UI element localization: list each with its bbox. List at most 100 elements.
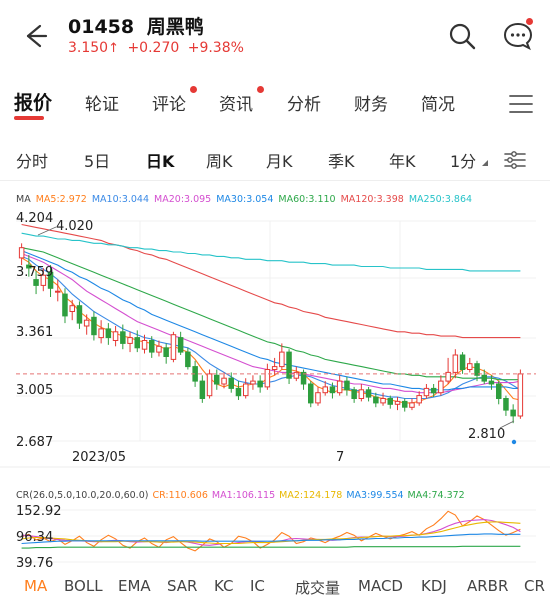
notification-dot bbox=[526, 18, 533, 25]
indicator-tab-ic[interactable]: IC bbox=[250, 577, 265, 595]
indicator-tab-kdj[interactable]: KDJ bbox=[421, 577, 447, 595]
high-price-label: 4.020 bbox=[56, 219, 93, 234]
ma-legend-ma250: MA250:3.864 bbox=[408, 194, 473, 205]
last-price: 3.150 bbox=[68, 40, 109, 56]
period-tab-1min[interactable]: 1分 bbox=[450, 148, 489, 172]
tab-comments[interactable]: 评论 bbox=[152, 95, 186, 115]
candle-down bbox=[474, 363, 480, 376]
candle-down bbox=[481, 374, 487, 382]
candle-up bbox=[394, 400, 401, 405]
candle-up bbox=[293, 371, 300, 379]
candle-down bbox=[257, 380, 263, 388]
indicator-tab-volume[interactable]: 成交量 bbox=[295, 579, 341, 597]
candle-up bbox=[336, 380, 343, 394]
candle-down bbox=[163, 347, 169, 358]
period-tab-weekly[interactable]: 周K bbox=[206, 152, 233, 171]
price-axis: 4.204 3.759 3.361 3.005 2.687 bbox=[16, 211, 53, 450]
tab-profile[interactable]: 简况 bbox=[421, 95, 455, 115]
price-line: 3.150↑ +0.270 +9.38% bbox=[68, 40, 248, 56]
cr-legend-title: CR(26.0,5.0,10.0,20.0,60.0) bbox=[16, 490, 149, 501]
dropdown-triangle-icon bbox=[482, 159, 489, 166]
indicator-tab-cr[interactable]: CR bbox=[524, 577, 545, 595]
indicator-tab-sar[interactable]: SAR bbox=[167, 577, 198, 595]
indicator-tab-ema[interactable]: EMA bbox=[118, 577, 151, 595]
ma-legend-ma30: MA30:3.054 bbox=[216, 194, 274, 205]
period-tab-intraday[interactable]: 分时 bbox=[16, 152, 49, 171]
candle-up bbox=[243, 383, 249, 397]
candle-up bbox=[358, 389, 365, 400]
candle-up bbox=[416, 395, 422, 404]
tab-warrants[interactable]: 轮证 bbox=[85, 95, 119, 115]
news-dot bbox=[257, 86, 264, 93]
indicator-tab-macd[interactable]: MACD bbox=[358, 577, 403, 595]
candle-up bbox=[279, 351, 285, 368]
candle-up bbox=[170, 334, 177, 360]
candle-down bbox=[286, 351, 292, 379]
candle-up bbox=[141, 340, 148, 350]
candle-up bbox=[98, 328, 104, 339]
chart-settings-icon[interactable] bbox=[502, 148, 528, 172]
candle-up bbox=[322, 386, 328, 394]
candle-up bbox=[40, 274, 47, 286]
candle-up bbox=[156, 345, 162, 353]
stock-header: 01458 周黑鸭 3.150↑ +0.270 +9.38% bbox=[0, 0, 550, 70]
cr-legend-ma3: MA3:99.554 bbox=[346, 490, 404, 501]
kline-chart[interactable]: 4.204 3.759 3.361 3.005 2.687 4.020 2.81… bbox=[0, 205, 550, 570]
candle-up bbox=[380, 398, 386, 404]
low-price-label: 2.810 bbox=[468, 427, 505, 442]
cr-axis-label: 96.34 bbox=[16, 530, 53, 545]
ma-lines bbox=[21, 223, 521, 404]
search-icon[interactable] bbox=[446, 20, 478, 52]
tab-news[interactable]: 资讯 bbox=[219, 95, 253, 115]
period-tab-yearly[interactable]: 年K bbox=[389, 152, 416, 171]
indicator-tab-arbr[interactable]: ARBR bbox=[467, 577, 509, 595]
cr-line-ma4 bbox=[21, 545, 521, 549]
indicator-tab-ma[interactable]: MA bbox=[24, 577, 48, 595]
candle-down bbox=[134, 337, 140, 349]
period-tab-daily[interactable]: 日K bbox=[146, 152, 175, 171]
candle-down bbox=[488, 380, 495, 385]
candle-up bbox=[83, 319, 90, 327]
period-tab-quarterly[interactable]: 季K bbox=[328, 152, 355, 171]
tab-financials[interactable]: 财务 bbox=[354, 95, 388, 115]
ma-line-ma20 bbox=[21, 252, 521, 394]
cr-grid bbox=[16, 509, 536, 563]
candle-up bbox=[423, 387, 430, 397]
cr-legend-ma4: MA4:74.372 bbox=[407, 490, 465, 501]
candle-down bbox=[373, 396, 379, 404]
back-arrow-icon[interactable] bbox=[18, 20, 50, 52]
candle-down bbox=[177, 337, 184, 353]
candle-down bbox=[503, 398, 509, 411]
price-change-pct: +9.38% bbox=[187, 40, 244, 56]
indicator-tab-boll[interactable]: BOLL bbox=[64, 577, 103, 595]
ma-line-ma30 bbox=[21, 250, 521, 391]
cr-line-ma3 bbox=[21, 533, 521, 545]
tab-analysis[interactable]: 分析 bbox=[287, 95, 321, 115]
comments-dot bbox=[190, 86, 197, 93]
candle-down bbox=[387, 398, 393, 405]
stock-title: 01458 周黑鸭 bbox=[68, 12, 204, 39]
candle-down bbox=[62, 293, 68, 317]
chat-bubble-icon[interactable] bbox=[500, 18, 536, 54]
tab-quote[interactable]: 报价 bbox=[14, 92, 53, 114]
stock-name: 周黑鸭 bbox=[146, 16, 204, 38]
ma-line-ma10 bbox=[21, 255, 521, 400]
indicator-tabs: MA BOLL EMA SAR KC IC 成交量 MACD KDJ ARBR … bbox=[0, 572, 550, 604]
period-tab-monthly[interactable]: 月K bbox=[266, 152, 293, 171]
candle-up bbox=[55, 290, 61, 293]
candle-up bbox=[127, 337, 133, 344]
candle-down bbox=[329, 386, 336, 394]
indicator-tab-kc[interactable]: KC bbox=[214, 577, 234, 595]
cr-line-cr bbox=[21, 510, 521, 552]
period-tab-5day[interactable]: 5日 bbox=[84, 152, 111, 171]
menu-icon[interactable] bbox=[508, 92, 534, 116]
candle-down bbox=[105, 328, 112, 339]
tab-active-indicator bbox=[14, 116, 44, 120]
candle-up bbox=[250, 380, 256, 385]
candle-down bbox=[26, 264, 32, 269]
cr-line-ma2 bbox=[21, 521, 521, 545]
stock-code: 01458 bbox=[68, 16, 135, 38]
candle-down bbox=[300, 371, 307, 385]
price-axis-label: 3.005 bbox=[16, 383, 53, 398]
ma-legend-ma60: MA60:3.110 bbox=[278, 194, 336, 205]
